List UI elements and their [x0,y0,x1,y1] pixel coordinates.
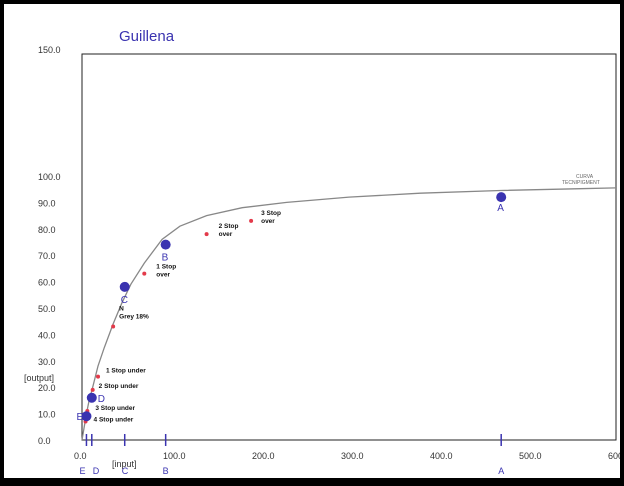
y-axis-label: [output] [24,373,54,383]
stop-label-line1: 2 Stop [219,223,239,230]
chart-title: Guillena [119,28,175,45]
stop-label: 3 Stop under [95,405,135,412]
marker-label-a: A [497,203,504,214]
x-marker-label-b: B [163,466,169,476]
chart-svg: 0.0 10.0 20.0 30.0 40.0 50.0 60.0 70.0 80.0 90.0 1… [24,45,620,476]
stop-label-line2: over [156,272,170,279]
marker-label-e: E [76,412,83,423]
stop-label-line1: N [119,305,124,312]
stop-point [111,324,116,329]
y-tick-label: 20.0 [38,383,56,393]
x-marker-label-e: E [79,466,85,476]
x-tick-label: 200.0 [252,451,275,461]
plot-area-border [81,53,617,441]
y-tick-label: 100.0 [38,172,61,182]
y-tick-label: 10.0 [38,410,56,420]
stop-label-line2: over [261,218,275,225]
y-tick-label: 90.0 [38,198,56,208]
marker-point-e [81,411,92,422]
curve-label-2: TECNIPIGMENT [562,180,600,186]
x-tick-label: 0.0 [74,451,87,461]
x-tick-label: 400.0 [430,451,453,461]
marker-point-d [86,392,97,403]
stop-label: 1 Stop under [106,368,146,375]
marker-point-a [496,192,507,203]
x-marker-label-c: C [122,466,129,476]
stop-label-line1: 1 Stop [156,264,176,271]
stop-point [90,387,95,392]
y-tick-label: 0.0 [38,436,51,446]
marker-label-c: C [121,295,128,306]
response-curve [81,187,617,441]
curve-label: CURVA [576,174,594,180]
marker-point-c [119,281,130,292]
y-tick-label: 50.0 [38,304,56,314]
stop-point [96,374,101,379]
y-tick-label: 150.0 [38,45,61,55]
x-tick-label: 100.0 [163,451,186,461]
marker-label-d: D [98,394,105,405]
x-tick-label: 300.0 [341,451,364,461]
x-tick-label: 500.0 [519,451,542,461]
chart-frame: Guillena 0.0 10.0 20.0 30.0 40.0 50.0 60.0 70.0… [4,4,620,478]
stop-label-line2: over [219,231,233,238]
x-tick-label: 600.0 [608,451,620,461]
y-tick-label: 80.0 [38,225,56,235]
y-tick-label: 30.0 [38,357,56,367]
stop-label: 2 Stop under [99,383,139,390]
stop-label-line1: 3 Stop [261,210,281,217]
x-axis-label: [input] [112,459,137,469]
y-tick-label: 40.0 [38,330,56,340]
y-tick-label: 60.0 [38,278,56,288]
marker-label-b: B [162,253,169,264]
stop-label-line2: Grey 18% [119,313,149,320]
x-marker-label-a: A [498,466,504,476]
y-tick-label: 70.0 [38,251,56,261]
marker-point-b [160,239,171,250]
stop-point [142,271,147,276]
stop-label: 4 Stop under [94,417,134,424]
stop-point [204,232,209,237]
x-marker-label-d: D [93,466,100,476]
stop-point [249,218,254,223]
